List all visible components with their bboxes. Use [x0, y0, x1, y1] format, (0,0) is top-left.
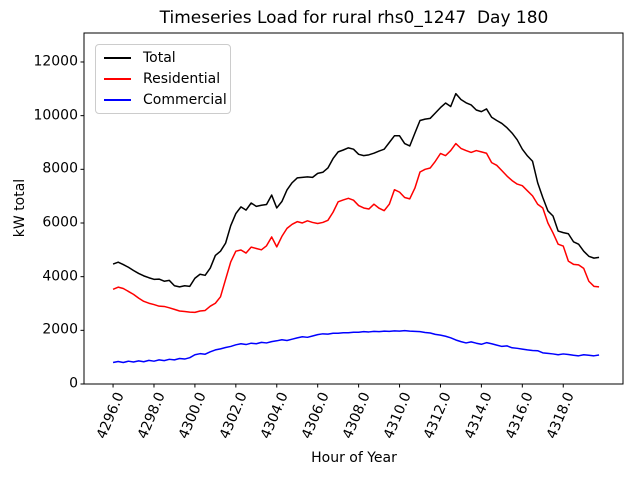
legend-label-residential: Residential: [143, 70, 221, 87]
y-tick-label: 2000: [42, 322, 78, 339]
y-tick-label: 4000: [42, 268, 78, 285]
legend-entry-commercial: Commercial: [104, 92, 230, 108]
y-tick-label: 10000: [33, 107, 78, 124]
x-axis-label: Hour of Year: [311, 450, 397, 466]
series-line-total: [112, 92, 600, 288]
legend-entry-total: Total: [104, 50, 230, 66]
legend-label-total: Total: [143, 50, 176, 67]
legend-line-commercial-swatch: [104, 98, 131, 101]
series-line-commercial: [112, 329, 600, 364]
axes-frame: [83, 32, 624, 385]
legend-line-residential-swatch: [104, 77, 131, 80]
legend-label-commercial: Commercial: [143, 91, 227, 108]
y-tick-label: 12000: [33, 53, 78, 70]
y-tick-label: 8000: [42, 160, 78, 177]
legend-entry-residential: Residential: [104, 71, 230, 87]
legend: Total Residential Commercial: [95, 44, 231, 114]
legend-line-total-swatch: [104, 57, 131, 60]
y-tick-label: 6000: [42, 214, 78, 231]
y-tick-label: 0: [69, 375, 78, 392]
series-line-residential: [112, 142, 600, 314]
y-axis-label: kW total: [12, 178, 28, 238]
chart-title: Timeseries Load for rural rhs0_1247 Day …: [159, 8, 549, 28]
